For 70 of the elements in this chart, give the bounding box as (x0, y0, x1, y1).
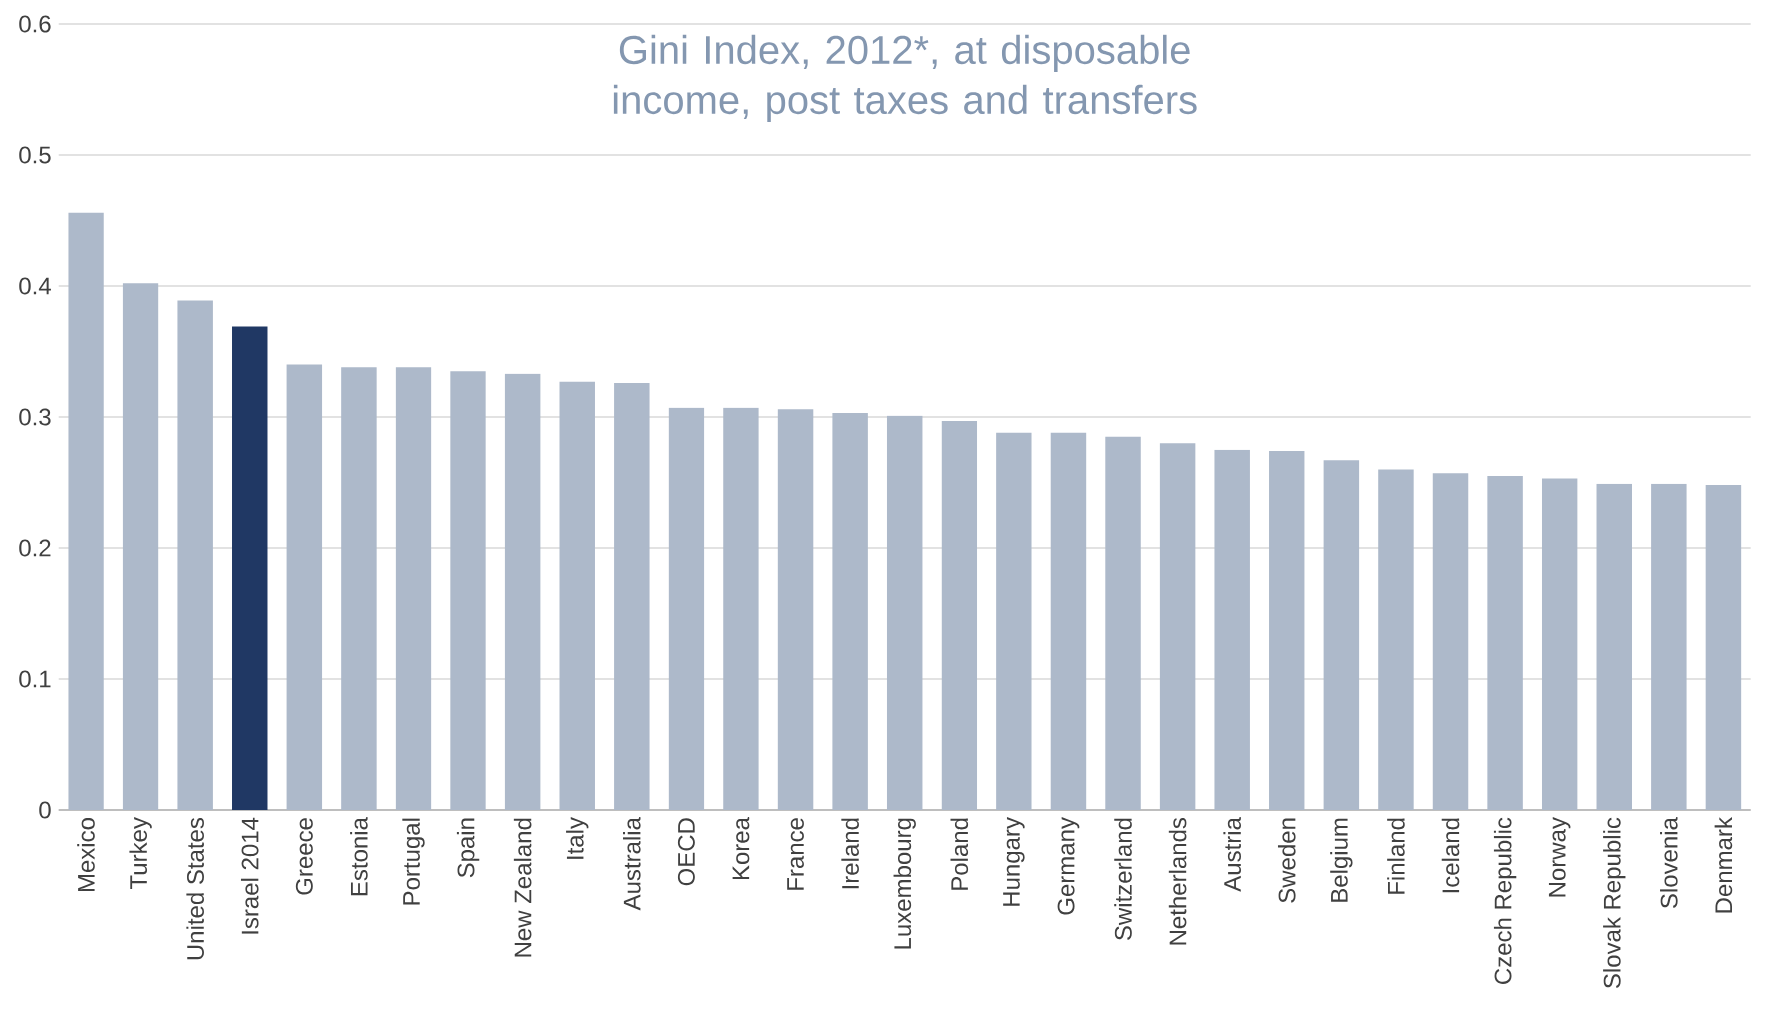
bar (614, 382, 650, 810)
x-tick-label: Greece (295, 818, 313, 895)
bar (832, 413, 868, 810)
x-tick-label: Israel 2014 (240, 817, 259, 934)
x-tick-label: Denmark (1714, 817, 1733, 913)
x-tick-label: Sweden (1277, 818, 1296, 903)
bar (1105, 436, 1141, 810)
x-tick-label: Germany (1057, 817, 1080, 915)
x-tick-label: Belgium (1330, 818, 1353, 902)
x-tick-label: Portugal (402, 818, 425, 905)
y-tick-label: 0 (39, 801, 51, 819)
y-tick-label: 0.6 (19, 15, 51, 33)
bar (1541, 478, 1578, 810)
x-tick-label: Czech Republic (1493, 817, 1517, 984)
y-tick-label: 0.4 (19, 277, 51, 295)
bar (777, 409, 814, 810)
x-tick-label: Poland (950, 818, 969, 890)
x-tick-label: Hungary (1003, 817, 1025, 906)
x-tick-label: Turkey (129, 817, 152, 889)
bar (232, 326, 268, 810)
bar (122, 283, 159, 810)
x-tick-label: Korea (732, 817, 750, 880)
bar (395, 367, 432, 810)
y-tick-label: 0.5 (19, 146, 51, 164)
x-tick-label: Netherlands (1168, 817, 1187, 945)
x-tick-label: Switzerland (1114, 818, 1132, 941)
bar (286, 364, 323, 810)
y-tick-label: 0.3 (19, 408, 51, 426)
y-tick-label: 0.2 (19, 539, 51, 557)
x-tick-label: Italy (566, 817, 589, 859)
bar (941, 420, 978, 810)
bar (668, 407, 705, 810)
bar (1487, 475, 1523, 810)
bar (1269, 451, 1305, 810)
y-tick-label: 0.1 (19, 670, 51, 688)
text: Gini Index, 2012*, at disposable income, post taxes and transfers (613, 34, 1197, 123)
bar (1705, 485, 1742, 810)
bar (1214, 449, 1250, 810)
x-tick-label: Norway (1548, 817, 1571, 897)
bar (341, 367, 377, 810)
bar (1596, 483, 1632, 810)
bar (177, 300, 213, 810)
bar (886, 415, 923, 810)
x-tick-label: Slovenia (1660, 817, 1678, 909)
bar (1323, 460, 1360, 810)
x-tick-label: United States (186, 817, 204, 960)
bar (723, 407, 759, 810)
x-tick-label: Luxembourg (893, 818, 916, 949)
x-tick-label: Mexico (77, 818, 95, 892)
bar (450, 371, 486, 810)
x-tick-label: Estonia (350, 817, 368, 896)
bar (1159, 443, 1196, 810)
bar (1651, 483, 1687, 810)
bar (68, 212, 104, 810)
x-tick-label: New Zealand (513, 818, 532, 957)
bar (1378, 469, 1414, 810)
x-tick-label: Ireland (841, 818, 859, 889)
x-tick-label: Slovak Republic (1603, 817, 1626, 989)
bar (1432, 473, 1469, 810)
x-tick-label: Austria (1223, 817, 1241, 892)
x-tick-label: Iceland (1441, 818, 1460, 893)
x-tick-label: Spain (456, 818, 480, 878)
x-tick-label: OECD (677, 818, 695, 886)
x-tick-label: Finland (1387, 818, 1405, 894)
x-tick-label: France (787, 818, 804, 890)
bar (559, 381, 595, 810)
bar (1050, 432, 1087, 810)
bar (996, 432, 1032, 810)
x-tick-label: Australia (623, 817, 641, 911)
bar (504, 373, 541, 810)
